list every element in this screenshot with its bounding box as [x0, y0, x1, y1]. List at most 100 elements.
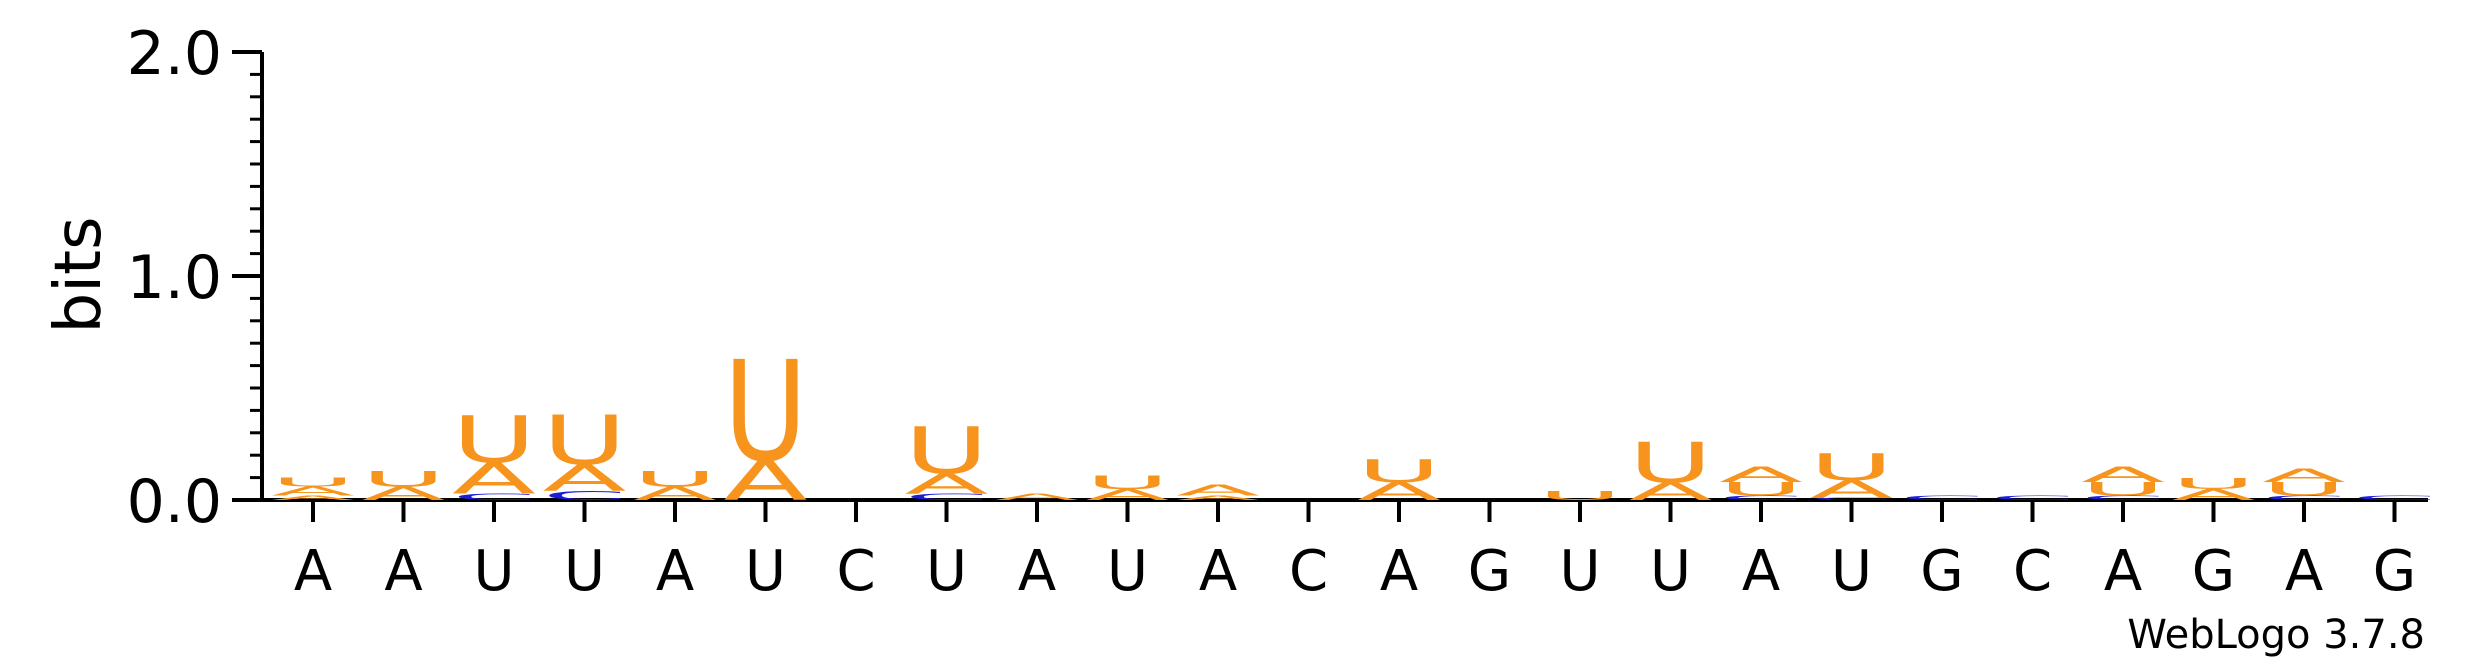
footer-credit: WebLogo 3.7.8 — [2127, 612, 2425, 658]
logo-letter: A — [905, 467, 989, 499]
logo-letter-glyph: U — [1719, 479, 1803, 500]
logo-letter: U — [1538, 489, 1622, 503]
logo-letter-glyph: C — [1900, 494, 1984, 501]
logo-letter: U — [543, 402, 627, 480]
x-tick-label: A — [1742, 539, 1780, 604]
logo-letter-glyph: A — [452, 454, 536, 504]
logo-letter: A — [724, 449, 808, 513]
y-tick-label: 1.0 — [127, 243, 222, 313]
logo-letter: U — [452, 402, 536, 477]
x-tick-label: C — [836, 539, 875, 604]
logo-letter-glyph: A — [995, 491, 1079, 502]
x-tick-label: U — [1831, 539, 1872, 604]
logo-letter: C — [452, 492, 536, 503]
x-tick-label: A — [294, 539, 332, 604]
logo-letter-glyph: U — [452, 402, 536, 477]
logo-letter: A — [995, 491, 1079, 502]
x-tick-label: U — [1107, 539, 1148, 604]
logo-letter: A — [1176, 494, 1260, 501]
x-tick-label: G — [2373, 539, 2416, 604]
x-tick-label: A — [1018, 539, 1056, 604]
x-tick-label: A — [656, 539, 694, 604]
logo-letter: U — [362, 467, 446, 492]
logo-letter: C — [2353, 494, 2437, 501]
x-tick-label: U — [1560, 539, 1601, 604]
logo-letter: U — [633, 467, 717, 492]
logo-letter-glyph: U — [1357, 454, 1441, 490]
y-axis-label: bits — [42, 217, 116, 334]
x-tick-label: U — [564, 539, 605, 604]
logo-letter: C — [1810, 497, 1894, 501]
logo-letter-glyph: C — [543, 489, 627, 503]
logo-letter-glyph: C — [1810, 497, 1894, 501]
x-tick-label: G — [1468, 539, 1511, 604]
y-tick-label: 0.0 — [127, 467, 222, 537]
logo-letter-glyph: U — [2172, 475, 2256, 493]
logo-letter: C — [2081, 494, 2165, 501]
logo-letter: A — [271, 494, 355, 501]
logo-letter-glyph: A — [633, 483, 717, 504]
logo-letter: A — [1176, 481, 1260, 499]
logo-letter-glyph: C — [1719, 494, 1803, 501]
logo-letter: U — [271, 475, 355, 489]
logo-letter-glyph: A — [1176, 494, 1260, 501]
logo-letter-glyph: A — [1629, 477, 1713, 506]
logo-letter-glyph: C — [2262, 494, 2346, 501]
logo-letter: C — [543, 489, 627, 503]
logo-letter: C — [1719, 494, 1803, 501]
x-tick-label: G — [2192, 539, 2235, 604]
logo-letter: U — [2262, 479, 2346, 500]
logo-letter-glyph: C — [905, 492, 989, 503]
logo-letter-glyph: U — [2262, 479, 2346, 500]
logo-letter: A — [271, 484, 355, 498]
y-ticks: 0.0 1.0 2.0 — [127, 19, 262, 537]
logo-letter-glyph: A — [2262, 465, 2346, 486]
logo-letter: U — [905, 414, 989, 489]
x-tick-label: A — [1380, 539, 1418, 604]
x-tick-label: U — [1650, 539, 1691, 604]
x-tick-label: A — [1199, 539, 1237, 604]
logo-letter-glyph: A — [2172, 486, 2256, 504]
logo-letter-glyph: A — [362, 483, 446, 504]
logo-letter-glyph: C — [2081, 494, 2165, 501]
logo-letter: U — [2081, 479, 2165, 500]
logo-letter: U — [1357, 454, 1441, 490]
x-tick-label: U — [474, 539, 515, 604]
logo-letter-glyph: A — [1810, 475, 1894, 504]
logo-letter: U — [2172, 475, 2256, 493]
logo-letter-glyph: A — [2081, 462, 2165, 487]
logo-letter: C — [2262, 494, 2346, 501]
logo-letter: U — [1086, 472, 1170, 493]
logo-letter-glyph: U — [362, 467, 446, 492]
logo-letter: A — [362, 483, 446, 504]
logo-letter-glyph: C — [2353, 494, 2437, 501]
y-tick-label: 2.0 — [127, 19, 222, 89]
logo-letter-glyph: A — [543, 457, 627, 500]
logo-letter: A — [2262, 465, 2346, 486]
x-tick-label: C — [1289, 539, 1328, 604]
logo-letter-glyph: A — [271, 494, 355, 501]
logo-letter: A — [543, 457, 627, 500]
logo-letter: A — [1719, 462, 1803, 487]
logo-letter: U — [1629, 431, 1713, 495]
logo-letter: U — [1810, 446, 1894, 489]
x-tick-label: A — [2285, 539, 2323, 604]
logo-letter: C — [905, 492, 989, 503]
logo-letter-glyph: U — [724, 331, 808, 492]
logo-letter: A — [1357, 477, 1441, 506]
logo-letter-glyph: U — [271, 475, 355, 489]
x-tick-label: A — [2104, 539, 2142, 604]
logo-letter-glyph: U — [2081, 479, 2165, 500]
logo-letter-glyph: A — [1086, 486, 1170, 504]
logo-letter-glyph: U — [1086, 472, 1170, 493]
logo-letter: A — [1086, 486, 1170, 504]
logo-letter-glyph: A — [1719, 462, 1803, 487]
logo-letter-glyph: U — [1629, 431, 1713, 495]
logo-letter-glyph: C — [1991, 494, 2075, 501]
logo-letter-glyph: U — [1538, 489, 1622, 503]
x-tick-label: U — [745, 539, 786, 604]
